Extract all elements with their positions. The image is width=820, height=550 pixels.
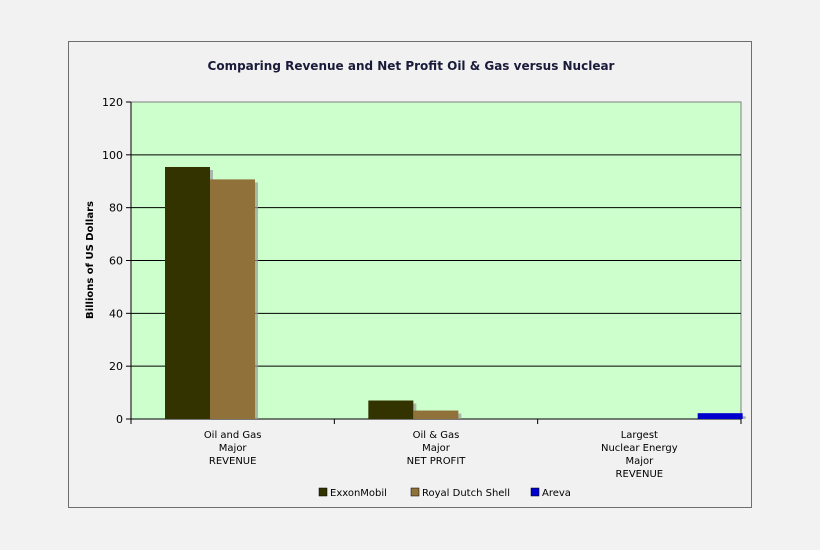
- y-tick-label: 40: [109, 307, 123, 320]
- y-tick-label: 100: [102, 149, 123, 162]
- chart-title: Comparing Revenue and Net Profit Oil & G…: [208, 59, 615, 73]
- category-label: Major: [422, 443, 451, 454]
- category-label: Oil and Gas: [204, 430, 262, 441]
- legend-label: ExxonMobil: [330, 488, 387, 499]
- bar: [368, 400, 414, 419]
- y-axis-label: Billions of US Dollars: [85, 201, 96, 319]
- category-label: Major: [625, 456, 654, 467]
- y-tick-label: 60: [109, 255, 123, 268]
- category-label: REVENUE: [209, 456, 257, 467]
- category-label: NET PROFIT: [407, 456, 467, 467]
- legend-swatch: [410, 487, 420, 497]
- y-tick-label: 120: [102, 96, 123, 109]
- category-label: REVENUE: [616, 469, 664, 480]
- bar: [210, 179, 255, 419]
- category-label: Oil & Gas: [413, 430, 460, 441]
- category-label: Major: [219, 443, 248, 454]
- bar: [413, 410, 459, 419]
- legend-label: Areva: [542, 488, 571, 499]
- bar: [165, 166, 210, 419]
- bar-chart: Comparing Revenue and Net Profit Oil & G…: [85, 59, 746, 499]
- chart-frame: Comparing Revenue and Net Profit Oil & G…: [68, 41, 752, 508]
- category-label: Largest: [621, 430, 658, 441]
- y-tick-label: 20: [109, 360, 123, 373]
- y-tick-label: 80: [109, 202, 123, 215]
- legend-label: Royal Dutch Shell: [422, 488, 510, 499]
- legend-swatch: [530, 487, 540, 497]
- legend-swatch: [318, 487, 328, 497]
- bar: [697, 413, 743, 419]
- y-tick-label: 0: [116, 413, 123, 426]
- category-label: Nuclear Energy: [601, 443, 678, 454]
